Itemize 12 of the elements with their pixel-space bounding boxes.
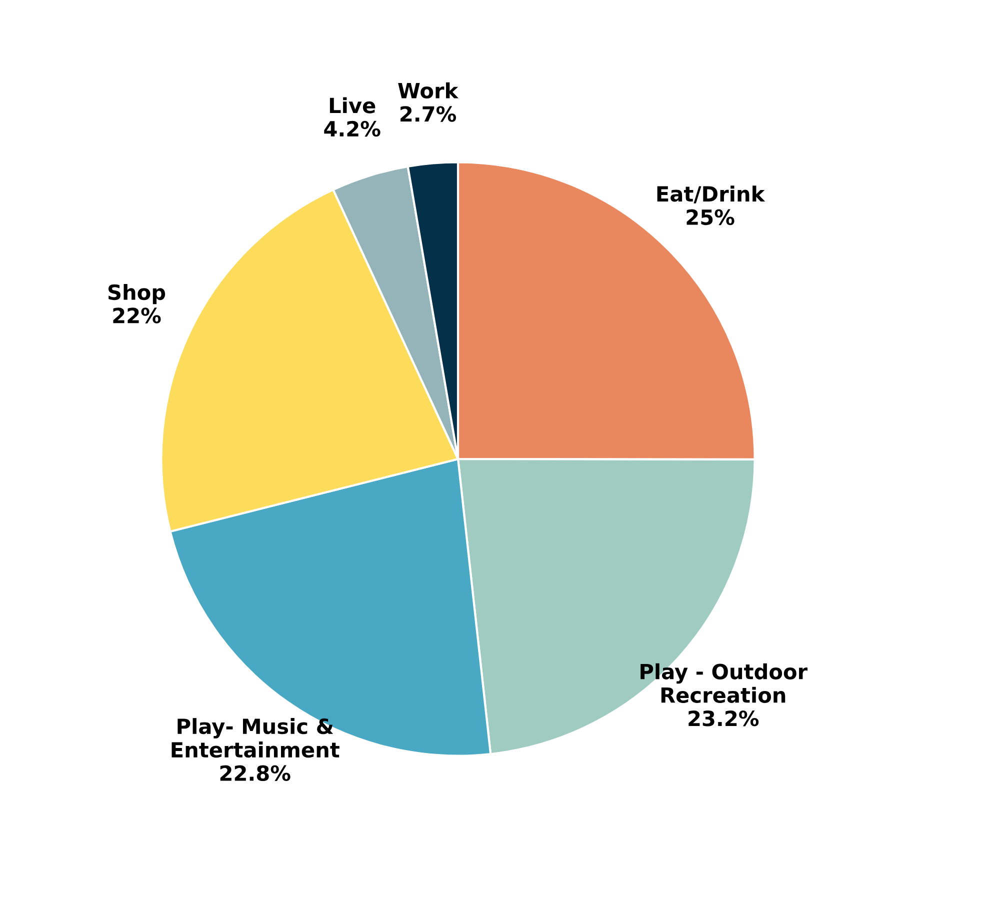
slice-label: Play- Music & Entertainment	[172, 718, 340, 758]
slice-label: Shop	[108, 284, 166, 304]
data-label: 25%	[686, 209, 734, 226]
data-label: 23.2%	[688, 710, 759, 726]
slice-label: Play - Outdoor Recreation	[640, 663, 808, 703]
data-label: 4.2%	[324, 120, 380, 137]
data-label: 22%	[113, 308, 161, 324]
data-label: 2.7%	[400, 106, 456, 122]
slice-label: Live	[330, 97, 376, 114]
data-label: 22.8%	[220, 765, 290, 782]
slice-label: Work	[398, 82, 459, 99]
slice-label: Eat/Drink	[657, 186, 766, 204]
